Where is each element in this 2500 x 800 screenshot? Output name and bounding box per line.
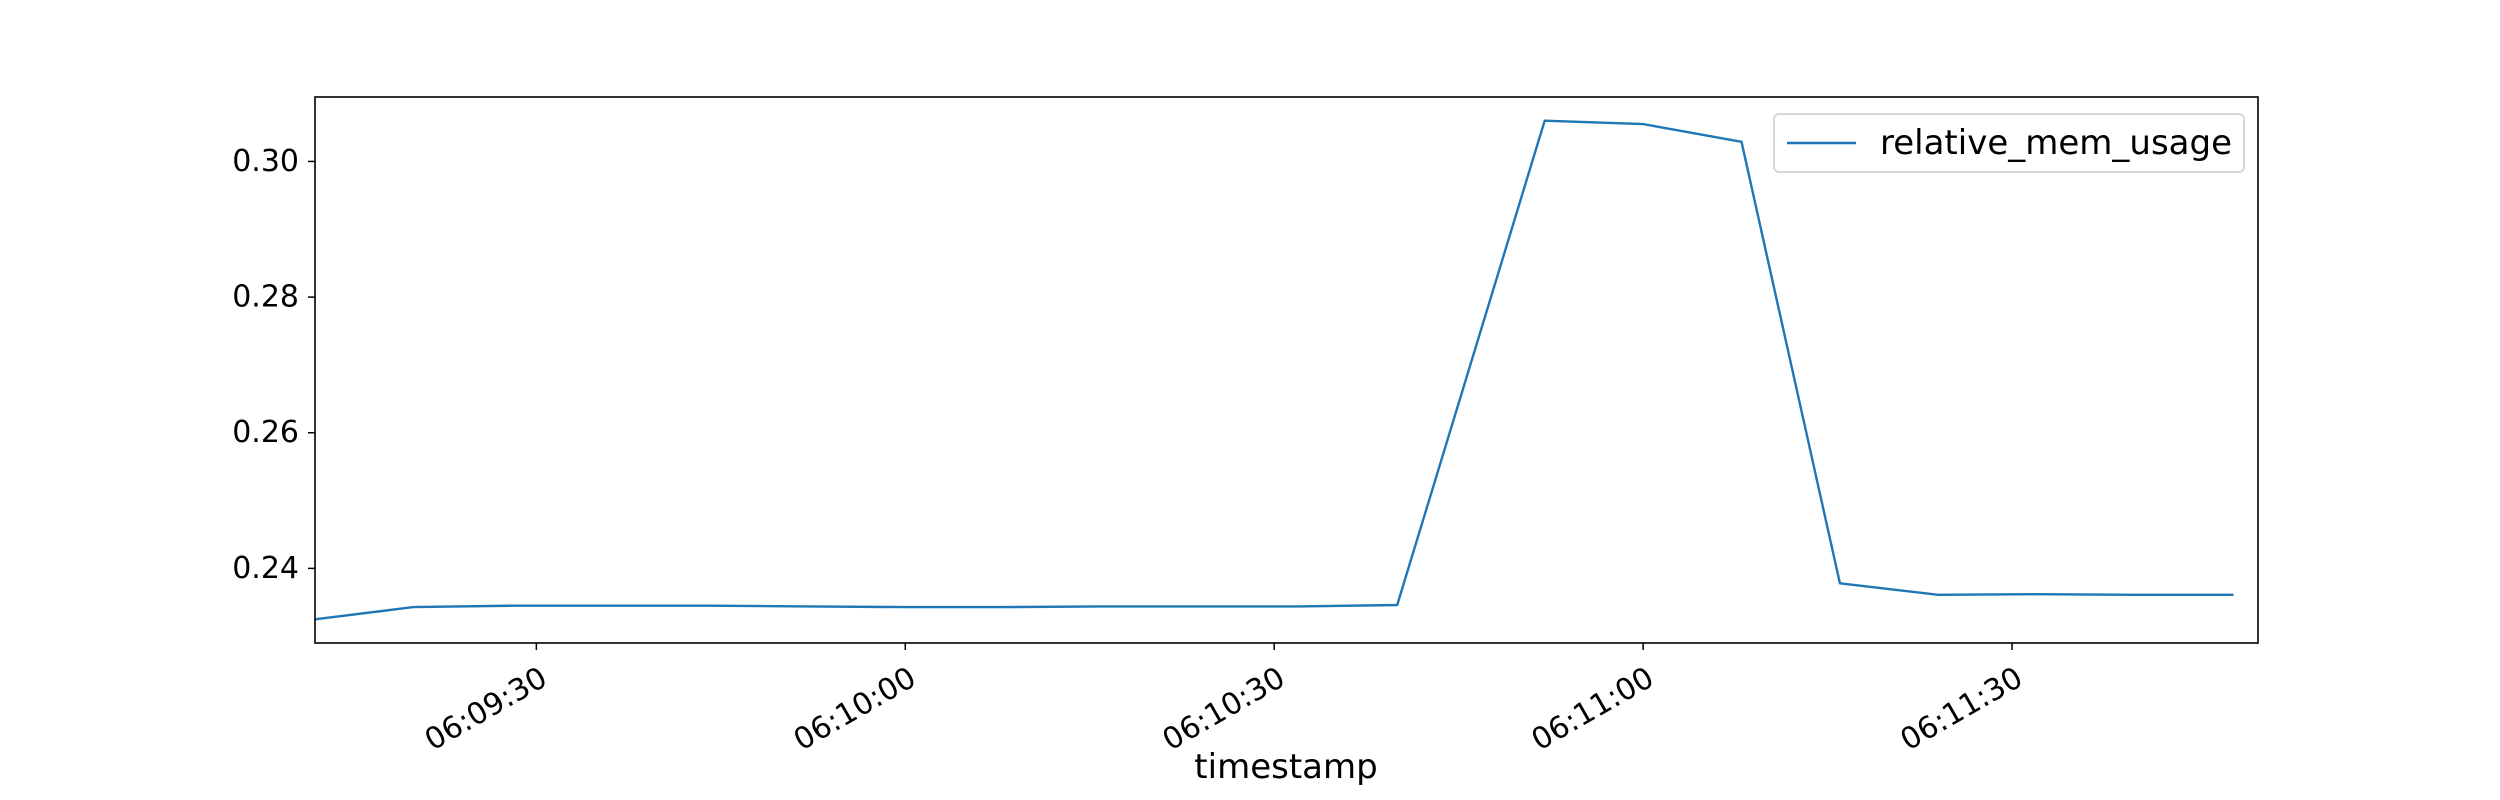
series-layer: [314, 119, 2234, 621]
legend: relative_mem_usage: [1773, 113, 2245, 173]
x-axis-title: timestamp: [1194, 747, 1377, 787]
legend-box: [1773, 113, 2245, 173]
y-axis: 0.24 0.26 0.28 0.30: [232, 144, 315, 586]
legend-label: relative_mem_usage: [1880, 123, 2232, 163]
y-tick-label: 0.26: [232, 415, 299, 450]
y-tick-label: 0.28: [232, 280, 299, 315]
plot-frame: [314, 96, 2259, 644]
y-tick-label: 0.24: [232, 551, 299, 586]
series-line-0: [314, 119, 2234, 621]
y-tick-label: 0.30: [232, 144, 299, 179]
